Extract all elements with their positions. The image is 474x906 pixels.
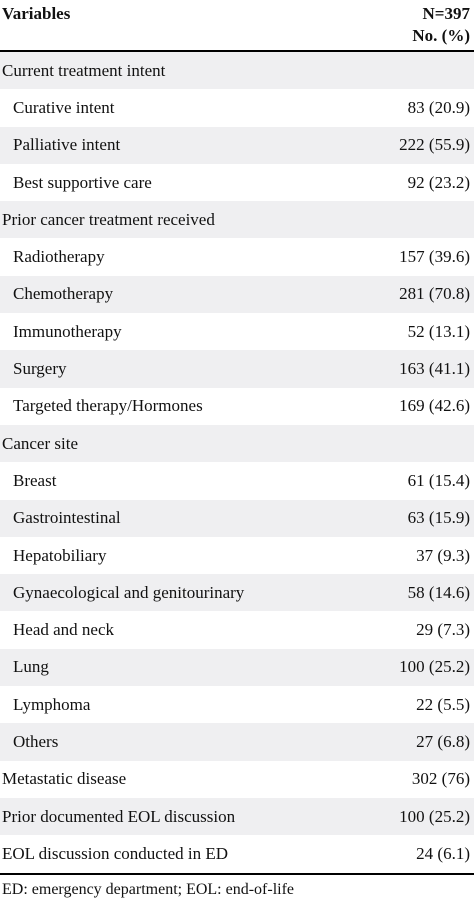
row-value: 163 (41.1) xyxy=(399,359,470,379)
table-row-group: Prior documented EOL discussion 100 (25.2… xyxy=(0,797,474,836)
row-label: Targeted therapy/Hormones xyxy=(13,396,203,416)
table-row: Best supportive care 92 (23.2) xyxy=(0,164,474,201)
table-row-group: Cancer site xyxy=(0,424,474,463)
table-row: Hepatobiliary 37 (9.3) xyxy=(0,537,474,574)
row-value: 157 (39.6) xyxy=(399,247,470,267)
row-value: 92 (23.2) xyxy=(407,172,470,192)
table-row: Breast 61 (15.4) xyxy=(0,462,474,499)
row-label: Best supportive care xyxy=(13,172,152,192)
row-value: 24 (6.1) xyxy=(416,843,470,863)
table-row-group: Current treatment intent xyxy=(0,52,474,90)
row-value: 100 (25.2) xyxy=(399,806,470,826)
count-percent-header: No. (%) xyxy=(412,26,470,45)
row-label: Breast xyxy=(13,470,57,490)
row-value: 302 (76) xyxy=(411,769,470,789)
row-label: Immunotherapy xyxy=(13,321,122,341)
sample-size-header: N=397 xyxy=(422,4,470,23)
table-row: Curative intent 83 (20.9) xyxy=(0,89,474,126)
row-value: 27 (6.8) xyxy=(416,731,470,751)
row-label: Hepatobiliary xyxy=(13,545,107,565)
row-label: Others xyxy=(13,731,59,751)
table-header: Variables N=397 No. (%) xyxy=(0,0,474,52)
row-label: Prior cancer treatment received xyxy=(2,209,215,229)
table-row-group: Metastatic disease 302 (76) xyxy=(0,761,474,798)
row-value: 169 (42.6) xyxy=(399,396,470,416)
row-value: 29 (7.3) xyxy=(416,620,470,640)
row-value: 100 (25.2) xyxy=(399,657,470,677)
row-label: Gastrointestinal xyxy=(13,508,121,528)
row-value: 22 (5.5) xyxy=(416,694,470,714)
table-row: Palliative intent 222 (55.9) xyxy=(0,126,474,164)
row-value: 61 (15.4) xyxy=(407,470,470,490)
table-row: Gynaecological and genitourinary 58 (14.6… xyxy=(0,574,474,612)
row-label: Palliative intent xyxy=(13,135,121,155)
row-label: Metastatic disease xyxy=(2,769,127,789)
table-row: Others 27 (6.8) xyxy=(0,723,474,761)
table-row: Lung 100 (25.2) xyxy=(0,648,474,687)
table-row: Targeted therapy/Hormones 169 (42.6) xyxy=(0,388,474,425)
table-row: Immunotherapy 52 (13.1) xyxy=(0,313,474,350)
variables-header: Variables xyxy=(2,4,71,23)
row-label: Gynaecological and genitourinary xyxy=(13,582,245,602)
row-label: Lymphoma xyxy=(13,694,91,714)
row-label: Prior documented EOL discussion xyxy=(2,806,236,826)
table-body: Current treatment intent Curative intent 8… xyxy=(0,52,474,873)
table-row: Radiotherapy 157 (39.6) xyxy=(0,238,474,275)
table-row-group: Prior cancer treatment received xyxy=(0,201,474,239)
row-label: Current treatment intent xyxy=(2,60,166,80)
row-label: Lung xyxy=(13,657,49,677)
table-row: Gastrointestinal 63 (15.9) xyxy=(0,499,474,537)
row-label: Curative intent xyxy=(13,97,115,117)
row-value: 58 (14.6) xyxy=(407,582,470,602)
table-row: Lymphoma 22 (5.5) xyxy=(0,686,474,723)
row-label: Radiotherapy xyxy=(13,247,105,267)
row-value: 83 (20.9) xyxy=(407,97,470,117)
row-value: 52 (13.1) xyxy=(407,321,470,341)
table-row-group: EOL discussion conducted in ED 24 (6.1) xyxy=(0,835,474,872)
row-value: 281 (70.8) xyxy=(399,284,470,304)
table-row: Surgery 163 (41.1) xyxy=(0,350,474,388)
row-value: 37 (9.3) xyxy=(416,545,470,565)
row-label: Surgery xyxy=(13,359,67,379)
row-label: Chemotherapy xyxy=(13,284,114,304)
row-value: 222 (55.9) xyxy=(399,135,470,155)
row-label: EOL discussion conducted in ED xyxy=(2,843,228,863)
row-value: 63 (15.9) xyxy=(407,508,470,528)
row-label: Cancer site xyxy=(2,433,78,453)
footnote: ED: emergency department; EOL: end-of-li… xyxy=(2,880,295,898)
row-label: Head and neck xyxy=(13,620,115,640)
table-row: Chemotherapy 281 (70.8) xyxy=(0,275,474,314)
table-row: Head and neck 29 (7.3) xyxy=(0,611,474,648)
bottom-rule xyxy=(0,872,474,875)
